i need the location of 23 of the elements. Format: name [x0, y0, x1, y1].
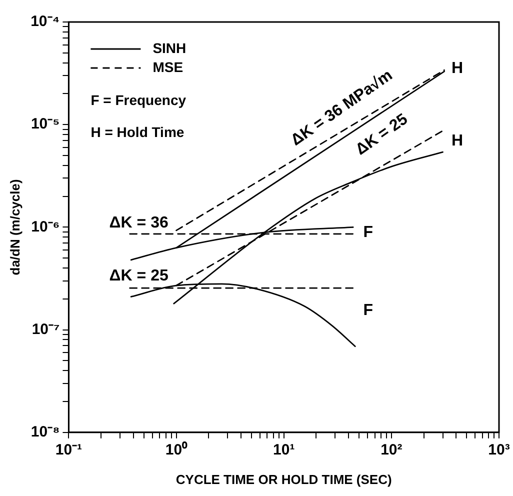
annotation: H: [451, 60, 464, 78]
annotation: ΔK = 25: [109, 267, 168, 284]
x-tick-label: 10³: [488, 442, 510, 459]
x-axis-title: CYCLE TIME OR HOLD TIME (SEC): [176, 472, 392, 487]
legend-label: SINH: [152, 40, 186, 56]
legend-label: MSE: [152, 58, 184, 75]
y-axis-title: da/dN (m/cycle): [7, 179, 22, 276]
annotation: F = Frequency: [90, 92, 186, 108]
x-tick-label: 10¹: [273, 442, 295, 459]
x-tick-label: 10²: [380, 442, 402, 459]
y-tick-label: 10⁻⁶: [31, 218, 60, 236]
x-tick-label: 10⁰: [165, 440, 188, 459]
annotation: H: [451, 132, 464, 150]
annotation: H = Hold Time: [90, 124, 184, 140]
y-tick-label: 10⁻⁵: [30, 116, 60, 133]
annotation: F: [363, 224, 374, 241]
y-tick-label: 10⁻⁸: [30, 424, 60, 441]
y-tick-label: 10⁻⁴: [30, 13, 60, 30]
x-tick-label: 10⁻¹: [55, 442, 82, 459]
annotation: ΔK = 36: [109, 214, 168, 232]
y-tick-label: 10⁻⁷: [32, 320, 60, 338]
annotation: ΔK = 25: [352, 110, 412, 159]
annotation: F: [363, 302, 374, 319]
